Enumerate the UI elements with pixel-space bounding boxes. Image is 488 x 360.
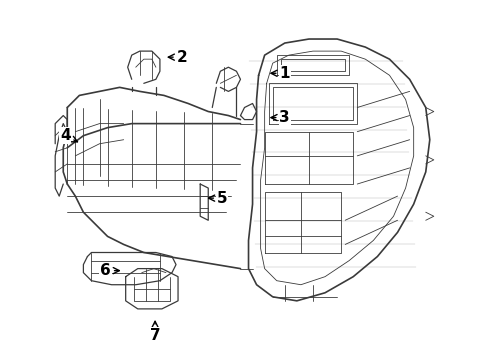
Text: 3: 3 <box>270 110 289 125</box>
Text: 4: 4 <box>60 128 77 143</box>
Text: 1: 1 <box>270 66 289 81</box>
Text: 7: 7 <box>149 321 160 343</box>
Text: 6: 6 <box>100 263 119 278</box>
Text: 5: 5 <box>208 191 227 206</box>
Text: 2: 2 <box>168 50 187 65</box>
